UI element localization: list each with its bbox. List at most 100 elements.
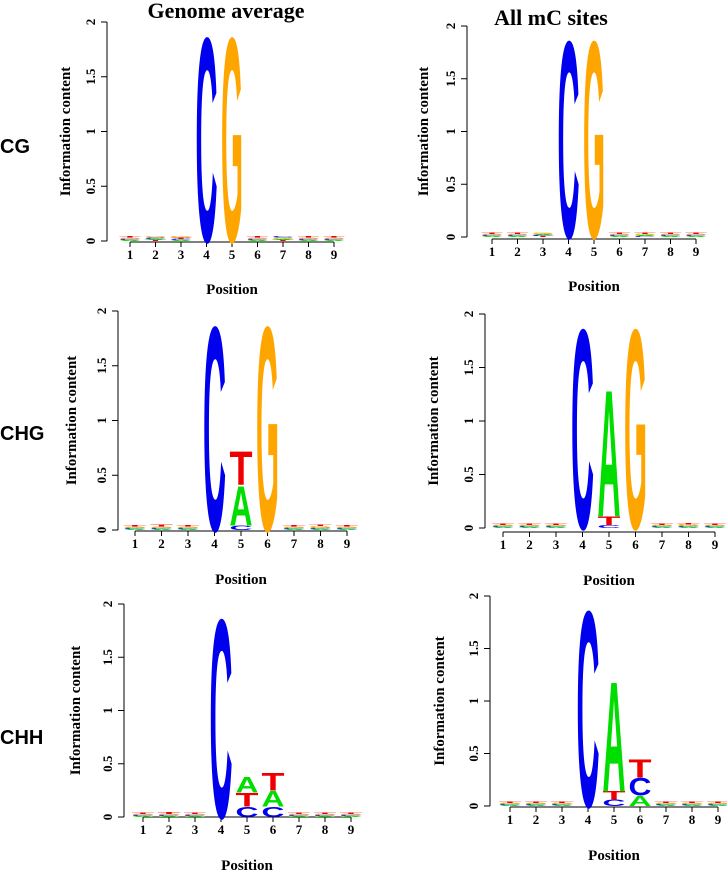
logo-letter-t: T	[124, 525, 147, 527]
logo-letter-c: C	[124, 528, 147, 530]
logo-letter-t: T	[170, 237, 193, 239]
logo-letter-a: A	[309, 529, 332, 531]
logo-letter-a: A	[544, 527, 567, 529]
logo-letter-c: C	[230, 524, 253, 531]
x-tick-label: 5	[606, 537, 613, 552]
logo-letter-t: T	[704, 523, 727, 525]
logo-letter-g: G	[221, 0, 243, 303]
logo-letter-t: T	[598, 514, 621, 527]
y-tick-label: 2	[94, 308, 109, 315]
x-tick-label: 2	[166, 822, 173, 837]
logo-letter-c: C	[210, 560, 233, 874]
logo-letter-t: T	[283, 525, 306, 527]
logo-letter-a: A	[247, 240, 269, 242]
logo-letter-c: C	[170, 238, 192, 240]
logo-letter-t: T	[177, 525, 200, 527]
x-tick-label: 9	[331, 247, 338, 262]
x-tick-label: 1	[507, 812, 514, 827]
logo-letter-a: A	[654, 805, 677, 807]
logo-letter-a: A	[336, 529, 359, 531]
x-tick-label: 5	[611, 812, 618, 827]
y-tick-label: 0	[100, 814, 115, 821]
logo-letter-g: G	[525, 803, 548, 805]
y-tick-label: 0	[94, 527, 109, 534]
logo-letter-t: T	[288, 812, 311, 814]
logo-letter-g: G	[492, 525, 515, 527]
logo-letter-g: G	[184, 814, 207, 816]
logo-panels: 0 0.5 1 1.5 2 Information content 1 2 3 4 5 6 7 8 9 Pos…	[58, 0, 727, 877]
logo-letter-g: G	[608, 234, 630, 236]
logo-letter-a: A	[298, 240, 320, 242]
x-tick-label: 5	[591, 244, 598, 259]
logo-letter-c: C	[524, 804, 547, 806]
logo-letter-c: C	[203, 267, 226, 593]
row-label-chg: CHG	[0, 423, 44, 445]
logo-letter-a: A	[150, 529, 173, 531]
logo-letter-t: T	[609, 233, 632, 235]
logo-letter-g: G	[124, 527, 147, 529]
logo-letter-a: A	[660, 236, 682, 238]
logo-letter-c: C	[177, 528, 200, 530]
logo-letter-t: T	[298, 236, 321, 238]
x-tick-label: 1	[127, 247, 134, 262]
logo-letter-g: G	[704, 525, 727, 527]
logo-panel-cg-mc: 0 0.5 1 1.5 2 Information content 1 2 3 4 5 6 7 8 9 Pos…	[416, 0, 708, 298]
x-tick-label: 3	[178, 247, 185, 262]
x-tick-label: 5	[244, 822, 251, 837]
logo-letter-g: G	[651, 525, 674, 527]
y-tick-label: 1	[466, 698, 481, 705]
y-tick-label: 0	[461, 525, 476, 532]
logo-letter-g: G	[298, 238, 320, 240]
logo-letter-c: C	[654, 804, 677, 806]
logo-letter-a: A	[272, 238, 294, 240]
x-axis-title: Position	[583, 573, 635, 589]
logo-letter-c: C	[131, 815, 154, 817]
logo-letter-t: T	[481, 233, 504, 235]
x-tick-label: 6	[616, 244, 623, 259]
logo-letter-t: T	[184, 812, 207, 814]
y-tick-label: 1	[100, 707, 115, 714]
logo-panel-chh-mc: 0 0.5 1 1.5 2 Information content 1 2 3 4 5 6 7 8 9 Pos…	[432, 554, 727, 866]
logo-letter-c: C	[577, 554, 600, 866]
row-label-chh: CHH	[0, 727, 43, 749]
x-tick-label: 3	[559, 812, 566, 827]
x-tick-label: 9	[715, 812, 722, 827]
logo-letter-a: A	[680, 805, 703, 807]
y-tick-label: 1.5	[100, 649, 115, 666]
x-tick-label: 8	[685, 537, 692, 552]
logo-letter-a: A	[550, 805, 573, 807]
logo-panel-chg-genome: 0 0.5 1 1.5 2 Information content 1 2 3 4 5 6 7 8 9 Pos…	[64, 265, 358, 593]
logo-letter-t: T	[655, 802, 678, 804]
logo-letter-c: C	[518, 526, 541, 528]
x-tick-label: 8	[322, 822, 329, 837]
y-tick-label: 1.5	[466, 640, 481, 657]
x-tick-label: 5	[229, 247, 236, 262]
logo-letter-g: G	[132, 814, 155, 816]
x-tick-label: 6	[270, 822, 277, 837]
logo-letter-c: C	[339, 815, 362, 817]
logo-letter-t: T	[236, 790, 259, 811]
logo-letter-c: C	[150, 528, 173, 530]
logo-letter-c: C	[287, 815, 310, 817]
logo-letter-c: C	[309, 528, 332, 530]
logo-letter-g: G	[499, 803, 522, 805]
x-axis-title: Position	[206, 282, 258, 298]
logo-letter-c: C	[481, 235, 503, 237]
logo-letter-t: T	[525, 802, 548, 804]
logo-letter-c: C	[550, 804, 573, 806]
logo-letter-t: T	[157, 812, 180, 814]
x-tick-label: 4	[565, 244, 572, 259]
logo-letter-g: G	[685, 234, 707, 236]
y-tick-label: 1	[94, 417, 109, 424]
x-tick-label: 1	[489, 244, 496, 259]
x-tick-label: 6	[632, 537, 639, 552]
x-axis-title: Position	[568, 279, 620, 295]
x-tick-label: 6	[254, 247, 261, 262]
logo-letter-a: A	[703, 527, 726, 529]
logo-letter-t: T	[247, 236, 270, 238]
y-tick-label: 2	[466, 593, 481, 600]
y-tick-label: 1.5	[94, 357, 109, 374]
x-tick-label: 4	[585, 812, 592, 827]
logo-letter-c: C	[677, 526, 700, 528]
